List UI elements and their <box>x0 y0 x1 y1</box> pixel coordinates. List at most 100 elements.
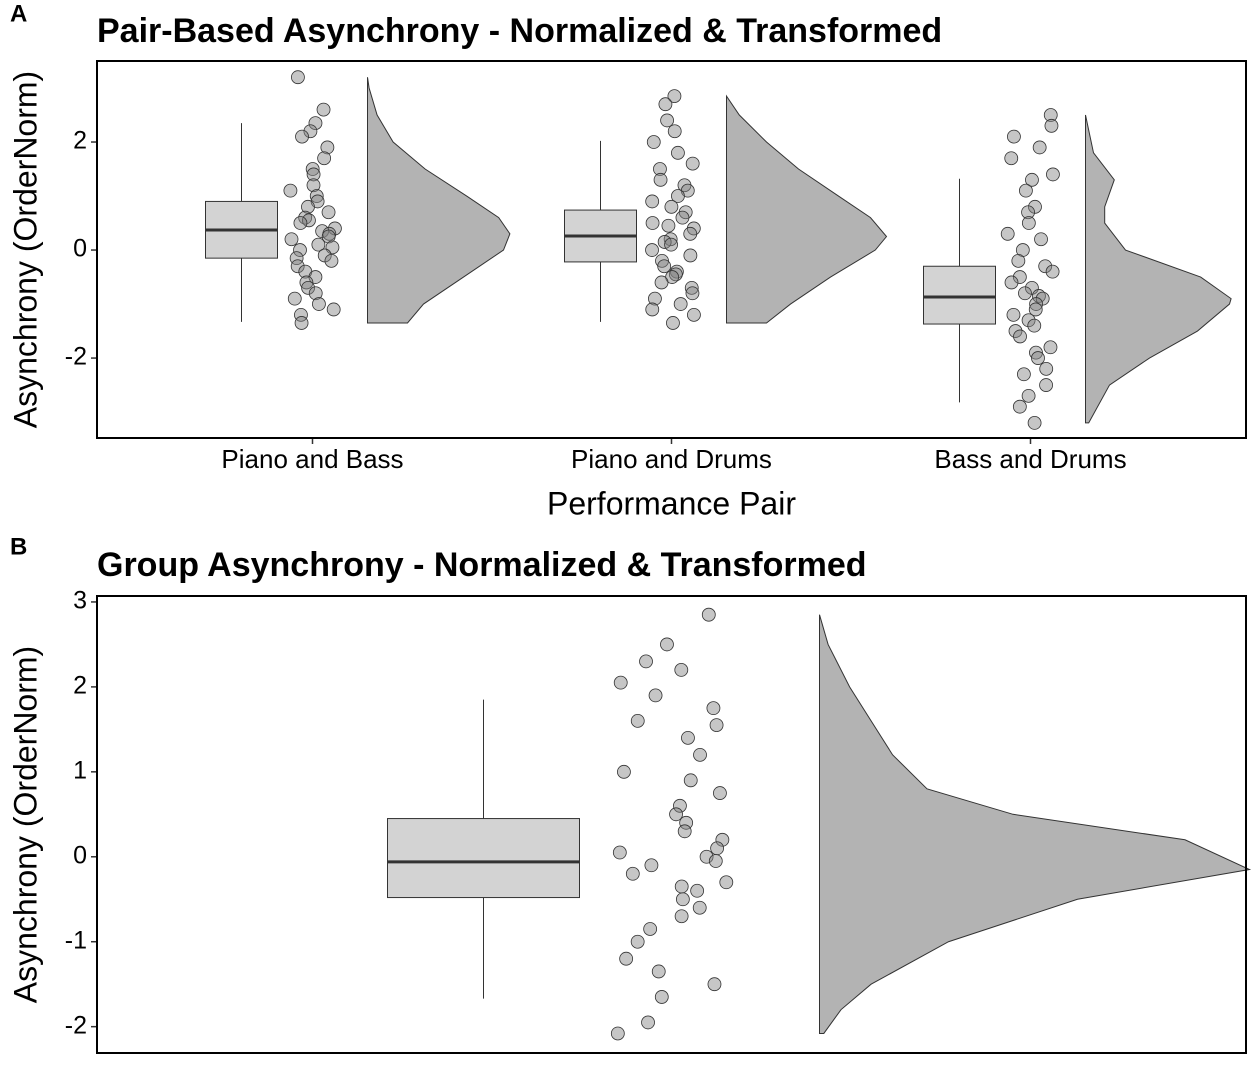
point <box>1032 289 1046 303</box>
point <box>287 291 302 306</box>
point <box>674 663 689 677</box>
point <box>655 253 669 268</box>
box <box>923 265 996 325</box>
density <box>1085 114 1232 424</box>
point <box>302 213 316 228</box>
point <box>643 922 658 936</box>
point <box>1018 183 1033 198</box>
plot-frame <box>96 60 1247 439</box>
panel-label: B <box>10 533 27 560</box>
point <box>298 210 313 225</box>
point <box>667 124 682 139</box>
point <box>613 675 628 690</box>
point <box>1043 108 1058 122</box>
point <box>685 156 700 171</box>
point <box>306 167 321 182</box>
point <box>1029 297 1043 311</box>
point <box>666 316 680 330</box>
point <box>1031 351 1045 365</box>
point <box>654 275 669 290</box>
density <box>726 94 888 324</box>
point <box>308 286 323 301</box>
point <box>708 854 723 868</box>
point <box>1012 399 1027 414</box>
point <box>657 259 672 274</box>
point <box>1018 286 1032 301</box>
point <box>1039 378 1053 392</box>
point <box>669 807 683 822</box>
point <box>713 786 727 800</box>
point <box>645 194 660 209</box>
point <box>674 909 689 924</box>
point <box>681 730 695 745</box>
y-tick-label: 0 <box>73 235 87 263</box>
point <box>706 701 721 716</box>
point <box>673 798 687 813</box>
point <box>653 162 667 176</box>
point <box>645 243 659 257</box>
point <box>683 773 698 788</box>
point <box>1034 232 1048 247</box>
point <box>1021 216 1036 230</box>
point <box>667 89 682 104</box>
point <box>699 849 714 864</box>
point <box>321 205 336 220</box>
density <box>819 614 1252 1034</box>
point <box>1046 167 1060 182</box>
point <box>312 297 326 311</box>
point <box>674 879 689 894</box>
point <box>295 129 309 144</box>
point <box>707 977 722 992</box>
point <box>316 102 331 117</box>
point <box>1007 129 1021 144</box>
point <box>660 113 674 128</box>
point <box>306 178 321 193</box>
point <box>1025 172 1039 187</box>
point <box>612 845 627 860</box>
point <box>1016 367 1031 382</box>
point <box>693 747 707 762</box>
point <box>284 232 299 247</box>
point <box>677 824 692 839</box>
point <box>1008 324 1023 338</box>
y-axis-title: Asynchrony (OrderNorm) <box>7 646 43 1003</box>
point <box>1021 313 1036 328</box>
point <box>291 70 305 85</box>
point <box>290 259 305 274</box>
point <box>641 1015 655 1030</box>
point <box>283 183 298 198</box>
point <box>301 199 315 214</box>
point <box>1004 275 1019 290</box>
point <box>1000 226 1015 241</box>
point <box>326 302 341 317</box>
point <box>619 951 634 966</box>
y-tick-label: 2 <box>73 127 87 155</box>
y-tick-label: 2 <box>73 671 87 699</box>
point <box>1044 118 1059 133</box>
point <box>675 892 690 907</box>
point <box>1013 329 1027 344</box>
y-tick-label: -2 <box>65 1011 87 1039</box>
point <box>1038 259 1053 274</box>
point <box>687 307 701 322</box>
point <box>311 237 326 252</box>
point <box>668 267 683 282</box>
point <box>1028 199 1042 214</box>
y-tick-label: 3 <box>73 587 87 615</box>
point <box>617 764 631 779</box>
point <box>1021 388 1036 403</box>
y-tick-label: -2 <box>65 343 87 371</box>
point <box>301 280 315 295</box>
y-axis-title: Asynchrony (OrderNorm) <box>7 71 43 428</box>
point <box>320 140 335 155</box>
point <box>660 637 674 652</box>
point <box>630 934 645 949</box>
point <box>309 189 324 203</box>
point <box>294 316 309 330</box>
point <box>701 607 716 622</box>
plot-frame <box>96 595 1247 1054</box>
point <box>1029 345 1043 360</box>
point <box>683 226 698 241</box>
point <box>653 172 668 187</box>
